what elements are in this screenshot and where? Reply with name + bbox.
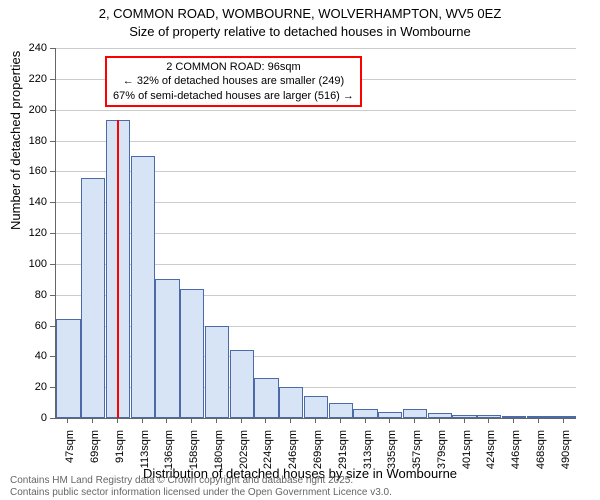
histogram-bar	[230, 350, 254, 418]
x-tick	[340, 418, 341, 423]
histogram-bar	[551, 416, 575, 418]
y-tick	[50, 48, 55, 49]
y-tick	[50, 202, 55, 203]
callout-line2: ← 32% of detached houses are smaller (24…	[113, 74, 354, 88]
histogram-bar	[527, 416, 551, 418]
footer-line1: Contains HM Land Registry data © Crown c…	[10, 475, 353, 486]
x-tick	[488, 418, 489, 423]
histogram-bar	[428, 413, 452, 418]
histogram-bar	[205, 326, 229, 419]
x-tick	[290, 418, 291, 423]
x-tick	[142, 418, 143, 423]
callout-line3: 67% of semi-detached houses are larger (…	[113, 89, 354, 103]
histogram-bar	[329, 403, 353, 418]
y-tick-label: 40	[17, 350, 47, 362]
histogram-bar	[403, 409, 427, 418]
y-tick	[50, 418, 55, 419]
y-tick	[50, 326, 55, 327]
chart-title-line1: 2, COMMON ROAD, WOMBOURNE, WOLVERHAMPTON…	[0, 6, 600, 21]
x-tick	[389, 418, 390, 423]
chart-container: 2, COMMON ROAD, WOMBOURNE, WOLVERHAMPTON…	[0, 0, 600, 500]
y-tick	[50, 295, 55, 296]
y-tick	[50, 171, 55, 172]
x-tick	[166, 418, 167, 423]
y-tick-label: 100	[17, 258, 47, 270]
y-tick	[50, 79, 55, 80]
y-tick	[50, 110, 55, 111]
callout-box: 2 COMMON ROAD: 96sqm ← 32% of detached h…	[105, 56, 362, 107]
x-tick	[464, 418, 465, 423]
x-tick	[414, 418, 415, 423]
y-tick	[50, 233, 55, 234]
footer-line2: Contains public sector information licen…	[10, 487, 392, 498]
x-tick	[365, 418, 366, 423]
histogram-bar	[452, 415, 476, 418]
y-tick-label: 0	[17, 412, 47, 424]
gridline	[56, 48, 576, 49]
x-tick	[67, 418, 68, 423]
y-tick	[50, 141, 55, 142]
histogram-bar	[254, 378, 278, 418]
histogram-bar	[131, 156, 155, 418]
chart-title-line2: Size of property relative to detached ho…	[0, 24, 600, 39]
x-tick	[241, 418, 242, 423]
x-tick	[315, 418, 316, 423]
x-tick	[563, 418, 564, 423]
y-tick	[50, 264, 55, 265]
histogram-bar	[81, 178, 105, 419]
histogram-bar	[304, 396, 328, 418]
histogram-bar	[279, 387, 303, 418]
callout-line1: 2 COMMON ROAD: 96sqm	[113, 60, 354, 74]
y-tick-label: 60	[17, 320, 47, 332]
histogram-bar	[155, 279, 179, 418]
gridline	[56, 110, 576, 111]
y-tick	[50, 387, 55, 388]
x-tick	[538, 418, 539, 423]
gridline	[56, 141, 576, 142]
x-tick	[117, 418, 118, 423]
y-axis-label: Number of detached properties	[8, 51, 23, 230]
x-tick	[439, 418, 440, 423]
x-tick	[92, 418, 93, 423]
x-tick	[265, 418, 266, 423]
histogram-bar	[353, 409, 377, 418]
x-tick	[216, 418, 217, 423]
histogram-bar	[56, 319, 80, 418]
highlight-marker	[117, 120, 119, 418]
y-tick	[50, 356, 55, 357]
y-tick-label: 80	[17, 289, 47, 301]
y-tick-label: 20	[17, 381, 47, 393]
x-tick	[191, 418, 192, 423]
x-tick	[513, 418, 514, 423]
histogram-bar	[180, 289, 204, 419]
